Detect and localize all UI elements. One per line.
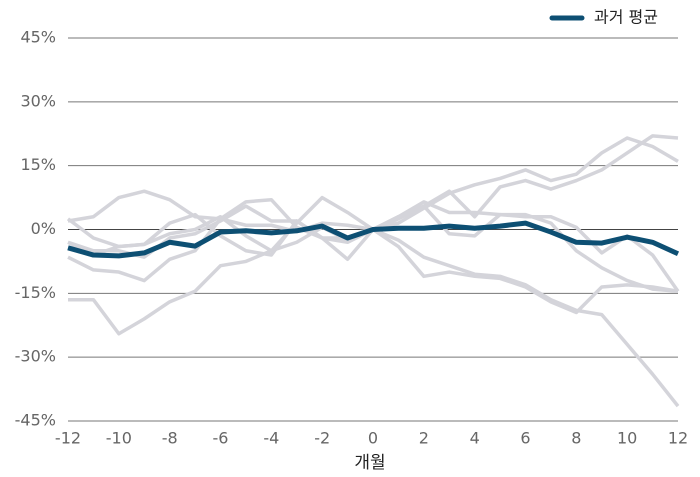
- y-tick-label: 30%: [20, 91, 56, 110]
- x-tick-label: 0: [368, 429, 378, 448]
- x-tick-label: -12: [55, 429, 81, 448]
- x-tick-label: -6: [213, 429, 229, 448]
- x-tick-label: -8: [162, 429, 178, 448]
- x-tick-label: 4: [470, 429, 480, 448]
- y-tick-label: 45%: [20, 28, 56, 47]
- x-tick-label: -10: [106, 429, 132, 448]
- y-tick-label: 0%: [31, 219, 56, 238]
- x-tick-label: 2: [419, 429, 429, 448]
- legend-label: 과거 평균: [594, 8, 658, 27]
- history-line: [67, 195, 679, 315]
- x-tick-label: 8: [571, 429, 581, 448]
- history-line: [68, 225, 680, 408]
- x-tick-label: 10: [617, 429, 637, 448]
- history-line: [67, 136, 679, 240]
- x-tick-label: -2: [314, 429, 330, 448]
- y-tick-label: -15%: [15, 283, 56, 302]
- y-tick-label: -45%: [15, 411, 56, 430]
- x-tick-label: 12: [668, 429, 688, 448]
- x-tick-label: -4: [263, 429, 279, 448]
- average-line: [67, 220, 680, 259]
- y-tick-label: 15%: [20, 155, 56, 174]
- x-axis-title: 개월: [354, 453, 385, 473]
- y-tick-label: -30%: [15, 347, 56, 366]
- x-tick-label: 6: [520, 429, 530, 448]
